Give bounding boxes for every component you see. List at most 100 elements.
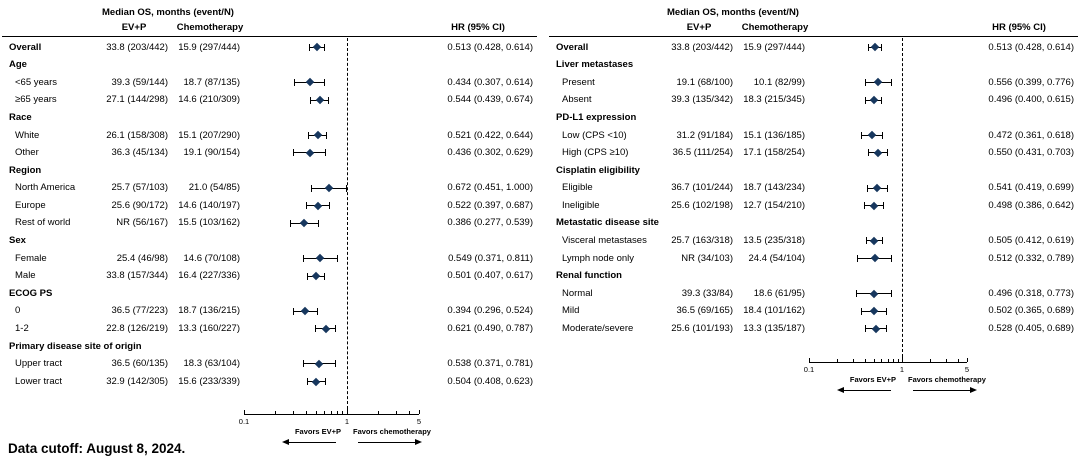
evp-median-os-value: 25.6 (90/172) [111, 199, 168, 211]
evp-median-os-value: 26.1 (158/308) [106, 129, 168, 141]
hr-ci-text: 0.522 (0.397, 0.687) [447, 199, 533, 211]
row-label: Sex [9, 235, 26, 247]
axis-tick-label: 5 [964, 365, 970, 374]
hr-point-marker [301, 306, 310, 316]
evp-median-os-value: 25.6 (101/193) [671, 323, 733, 335]
row-label: <65 years [15, 76, 57, 88]
hr-point-marker [315, 95, 325, 105]
row-label: Low (CPS <10) [562, 129, 627, 141]
hazard-ratio-axis: Favors EV+P Favors chemotherapy 0.1 1 5 [804, 355, 986, 398]
favors-chemotherapy-label: Favors chemotherapy [353, 427, 431, 436]
row-label: Europe [15, 199, 46, 211]
ci-plot-cell [244, 285, 419, 303]
chemotherapy-median-os-value: 18.7 (87/135) [183, 76, 240, 88]
forest-row: Liver metastases [549, 56, 1078, 74]
ci-plot-cell [244, 373, 419, 391]
ci-cap-upper [329, 202, 331, 210]
evp-median-os-value: NR (56/167) [116, 217, 168, 229]
ci-cap-upper [881, 131, 883, 139]
ci-cap-upper [885, 325, 887, 333]
ci-cap-upper [890, 78, 892, 86]
column-header-evp: EV+P [121, 22, 147, 33]
evp-median-os-value: 36.5 (77/223) [111, 305, 168, 317]
ci-plot-cell [809, 197, 967, 215]
row-label: 0 [15, 305, 21, 317]
ci-plot-cell [244, 232, 419, 250]
evp-median-os-value: 36.3 (45/134) [111, 147, 168, 159]
hr-ci-text: 0.550 (0.431, 0.703) [988, 147, 1074, 159]
arrow-shaft [286, 442, 336, 443]
axis-tick [809, 357, 810, 362]
ci-plot-cell [244, 91, 419, 109]
ci-plot-cell [809, 179, 967, 197]
forest-row: Metastatic disease site [549, 214, 1078, 232]
column-group-title: Median OS, months (event/N) [102, 7, 234, 18]
ci-plot-cell [244, 267, 419, 285]
axis-tick [342, 410, 344, 414]
hr-point-marker [870, 43, 880, 52]
chemotherapy-median-os-value: 15.1 (136/185) [743, 129, 805, 141]
ci-cap-lower [866, 237, 868, 245]
row-label: Primary disease site of origin [9, 340, 142, 352]
ci-plot-cell [244, 338, 419, 356]
axis-tick-label: 1 [899, 365, 905, 374]
axis-tick [306, 410, 307, 414]
arrowhead-right-icon [415, 439, 422, 445]
row-label: Upper tract [15, 358, 62, 370]
forest-row: Female 25.4 (46/98) 14.6 (70/108) 0.549 … [2, 250, 537, 268]
evp-median-os-value: 25.7 (163/318) [671, 235, 733, 247]
ci-cap-upper [324, 43, 326, 51]
forest-row: Age [2, 56, 537, 74]
ci-cap-upper [881, 43, 883, 51]
chemotherapy-median-os-value: 19.1 (90/154) [183, 147, 240, 159]
ci-cap-lower [294, 78, 296, 86]
ci-cap-upper [325, 149, 327, 157]
ci-cap-lower [864, 78, 866, 86]
row-label: Normal [562, 287, 593, 299]
hr-point-marker [300, 218, 309, 228]
ci-plot-cell [244, 320, 419, 338]
axis-tick [244, 409, 245, 414]
ci-plot-cell [244, 39, 419, 57]
row-label: Visceral metastases [562, 235, 647, 247]
hr-point-marker [874, 78, 883, 87]
hr-ci-text: 0.386 (0.277, 0.539) [447, 217, 533, 229]
evp-median-os-value: 36.5 (69/165) [676, 305, 733, 317]
evp-median-os-value: 25.4 (46/98) [116, 252, 168, 264]
evp-median-os-value: 33.8 (157/344) [106, 270, 168, 282]
forest-row: Renal function [549, 267, 1078, 285]
row-label: Age [9, 59, 27, 71]
chemotherapy-median-os-value: 18.6 (61/95) [753, 287, 805, 299]
ci-cap-lower [857, 254, 859, 262]
row-label: Metastatic disease site [556, 217, 659, 229]
favors-evp-arrow-icon [282, 439, 339, 446]
forest-row: Visceral metastases 25.7 (163/318) 13.5 … [549, 232, 1078, 250]
forest-row: White 26.1 (158/308) 15.1 (207/290) 0.52… [2, 126, 537, 144]
hr-ci-text: 0.394 (0.296, 0.524) [447, 305, 533, 317]
forest-row: Sex [2, 232, 537, 250]
hr-ci-text: 0.512 (0.332, 0.789) [988, 252, 1074, 264]
evp-median-os-value: 33.8 (203/442) [106, 41, 168, 53]
axis-tick [864, 358, 866, 362]
forest-row: Lower tract 32.9 (142/305) 15.6 (233/339… [2, 373, 537, 391]
reference-line-hr1 [347, 37, 348, 414]
hr-ci-text: 0.521 (0.422, 0.644) [447, 129, 533, 141]
ci-cap-lower [866, 184, 868, 192]
axis-tick-label: 0.1 [803, 365, 815, 374]
ci-cap-upper [328, 96, 330, 104]
forest-row: High (CPS ≥10) 36.5 (111/254) 17.1 (158/… [549, 144, 1078, 162]
axis-tick [378, 410, 379, 414]
hr-point-marker [313, 201, 323, 210]
ci-cap-lower [855, 290, 857, 298]
row-label: Moderate/severe [562, 323, 634, 335]
column-header-chemotherapy: Chemotherapy [741, 22, 809, 33]
ci-cap-lower [289, 219, 291, 227]
ci-plot-cell [809, 56, 967, 74]
ci-cap-lower [309, 43, 311, 51]
chemotherapy-median-os-value: 18.3 (63/104) [183, 358, 240, 370]
row-label: Absent [562, 94, 592, 106]
forest-row: Male 33.8 (157/344) 16.4 (227/336) 0.501… [2, 267, 537, 285]
ci-plot-cell [809, 109, 967, 127]
hr-ci-text: 0.498 (0.386, 0.642) [988, 199, 1074, 211]
